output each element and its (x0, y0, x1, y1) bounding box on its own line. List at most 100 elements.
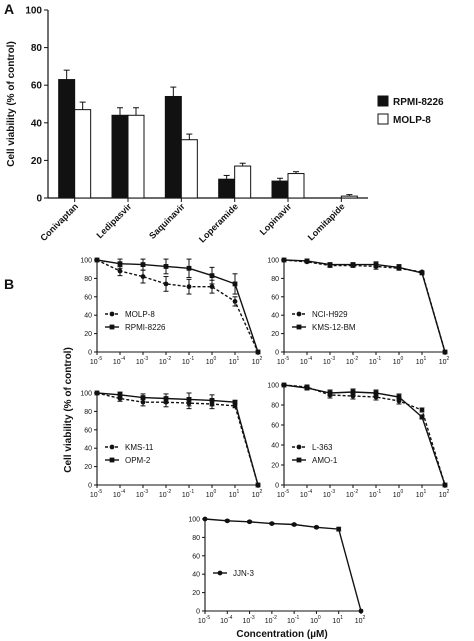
y-tick-label: 80 (84, 409, 92, 416)
legend-label: L-363 (312, 443, 333, 452)
category-label: Loperamide (197, 201, 240, 244)
legend-marker (296, 324, 302, 330)
y-tick-label: 60 (84, 427, 92, 434)
x-tick-label: 10-2 (346, 356, 358, 366)
y-tick-label: 20 (192, 590, 200, 597)
data-point (163, 264, 169, 269)
x-tick-label: 10-4 (113, 489, 125, 499)
legend-marker (296, 457, 302, 463)
x-tick-label: 101 (229, 356, 240, 366)
y-tick-label: 20 (84, 464, 92, 471)
x-tick-label: 10-3 (136, 489, 148, 499)
data-point (350, 389, 356, 395)
legend-label: KMS-12-BM (312, 323, 356, 332)
data-point (269, 521, 275, 526)
data-point (209, 273, 215, 279)
bar-molp-8 (287, 173, 305, 199)
x-tick-label: 10-5 (90, 356, 102, 366)
line-chart-3: 0 20 40 60 80 100 10-5 10-4 10-3 10-2 10-1 100 101 10… (80, 391, 262, 500)
bar-rpmi-8226 (164, 95, 182, 199)
data-point (373, 262, 379, 267)
panel-label-b: B (4, 276, 14, 292)
shared-y-axis-label: Cell viability (% of control) (63, 347, 74, 473)
y-tick-label: 60 (271, 423, 279, 430)
x-tick-label: 10-2 (159, 489, 171, 499)
y-tick-label: 0 (88, 483, 92, 490)
legend-label: AMO-1 (312, 456, 338, 465)
data-point (117, 268, 123, 274)
series-line-l-363 (283, 384, 446, 486)
x-tick-label: 101 (332, 615, 343, 625)
legend-marker (109, 324, 115, 330)
data-point (163, 281, 169, 287)
data-point (255, 482, 261, 488)
data-point (314, 524, 319, 530)
data-point (442, 349, 448, 355)
data-point (327, 390, 333, 396)
legend-label: OPM-2 (125, 456, 151, 465)
x-tick-label: 10-4 (220, 615, 232, 625)
legend-marker (109, 444, 115, 450)
series-line-kms-12-bm (283, 259, 446, 353)
line-chart-1: 0 20 40 60 80 100 10-5 10-4 10-3 10-2 10-1 100 101 10… (80, 258, 262, 367)
series-line-nci-h929 (283, 259, 446, 353)
y-tick-label: 20 (271, 463, 279, 470)
series-line-amo-1 (283, 384, 446, 486)
y-tick-label: 100 (267, 258, 279, 265)
bar-rpmi-8226 (218, 178, 236, 199)
data-point (304, 385, 310, 391)
y-tick-label: 80 (192, 535, 200, 542)
data-point (186, 284, 192, 290)
x-tick-label: 100 (206, 356, 217, 366)
data-point (140, 274, 146, 279)
data-point (117, 392, 123, 398)
data-point (336, 526, 342, 532)
bar-rpmi-8226 (271, 180, 289, 199)
data-point (291, 522, 297, 527)
series-line-kms-11 (96, 392, 259, 486)
x-tick-label: 10-1 (369, 356, 381, 366)
bar-molp-8 (127, 114, 145, 199)
y-tick-label: 60 (84, 294, 92, 301)
y-tick-label: 40 (84, 313, 92, 320)
category-label: Lopinavir (258, 201, 294, 237)
x-tick-label: 100 (393, 356, 404, 366)
data-point (327, 262, 333, 267)
bar-chart: 0 20 40 60 80 100 Cell viability (% of control… (6, 6, 444, 245)
bar-molp-8 (234, 165, 252, 199)
y-tick-label: 40 (84, 446, 92, 453)
x-tick-label: 10-1 (182, 489, 194, 499)
data-point (224, 518, 230, 524)
line-chart-2: 0 20 40 60 80 100 10-5 10-4 10-3 10-2 10-1 100 101 10… (267, 258, 449, 367)
data-point (232, 299, 238, 304)
legend-marker (296, 444, 302, 450)
y-tick-label: 60 (271, 294, 279, 301)
y-tick-label: 40 (271, 313, 279, 320)
data-point (255, 349, 261, 355)
data-point (281, 382, 287, 388)
x-tick-label: 10-3 (136, 356, 148, 366)
y-tick-label: 100 (267, 383, 279, 390)
bar-molp-8 (180, 139, 198, 199)
legend-label: JJN-3 (233, 569, 254, 578)
x-tick-label: 101 (416, 356, 427, 366)
y-tick-label: 80 (271, 403, 279, 410)
series-line-jjn-3 (204, 518, 362, 612)
y-tick-label: 0 (88, 350, 92, 357)
bar-molp-8 (340, 195, 358, 199)
x-tick-label: 10-5 (198, 615, 210, 625)
x-tick-label: 10-1 (369, 489, 381, 499)
data-point (419, 270, 425, 276)
x-tick-label: 100 (393, 489, 404, 499)
x-tick-label: 10-5 (277, 489, 289, 499)
data-point (304, 258, 310, 264)
y-tick-label: 60 (192, 553, 200, 560)
legend-marker (109, 457, 115, 463)
y-tick-label: 40 (31, 118, 43, 129)
data-point (209, 284, 215, 290)
legend-label: MOLP-8 (125, 310, 155, 319)
bar-rpmi-8226 (111, 114, 129, 199)
data-point (163, 396, 169, 401)
y-tick-label: 80 (84, 276, 92, 283)
data-point (186, 265, 192, 271)
